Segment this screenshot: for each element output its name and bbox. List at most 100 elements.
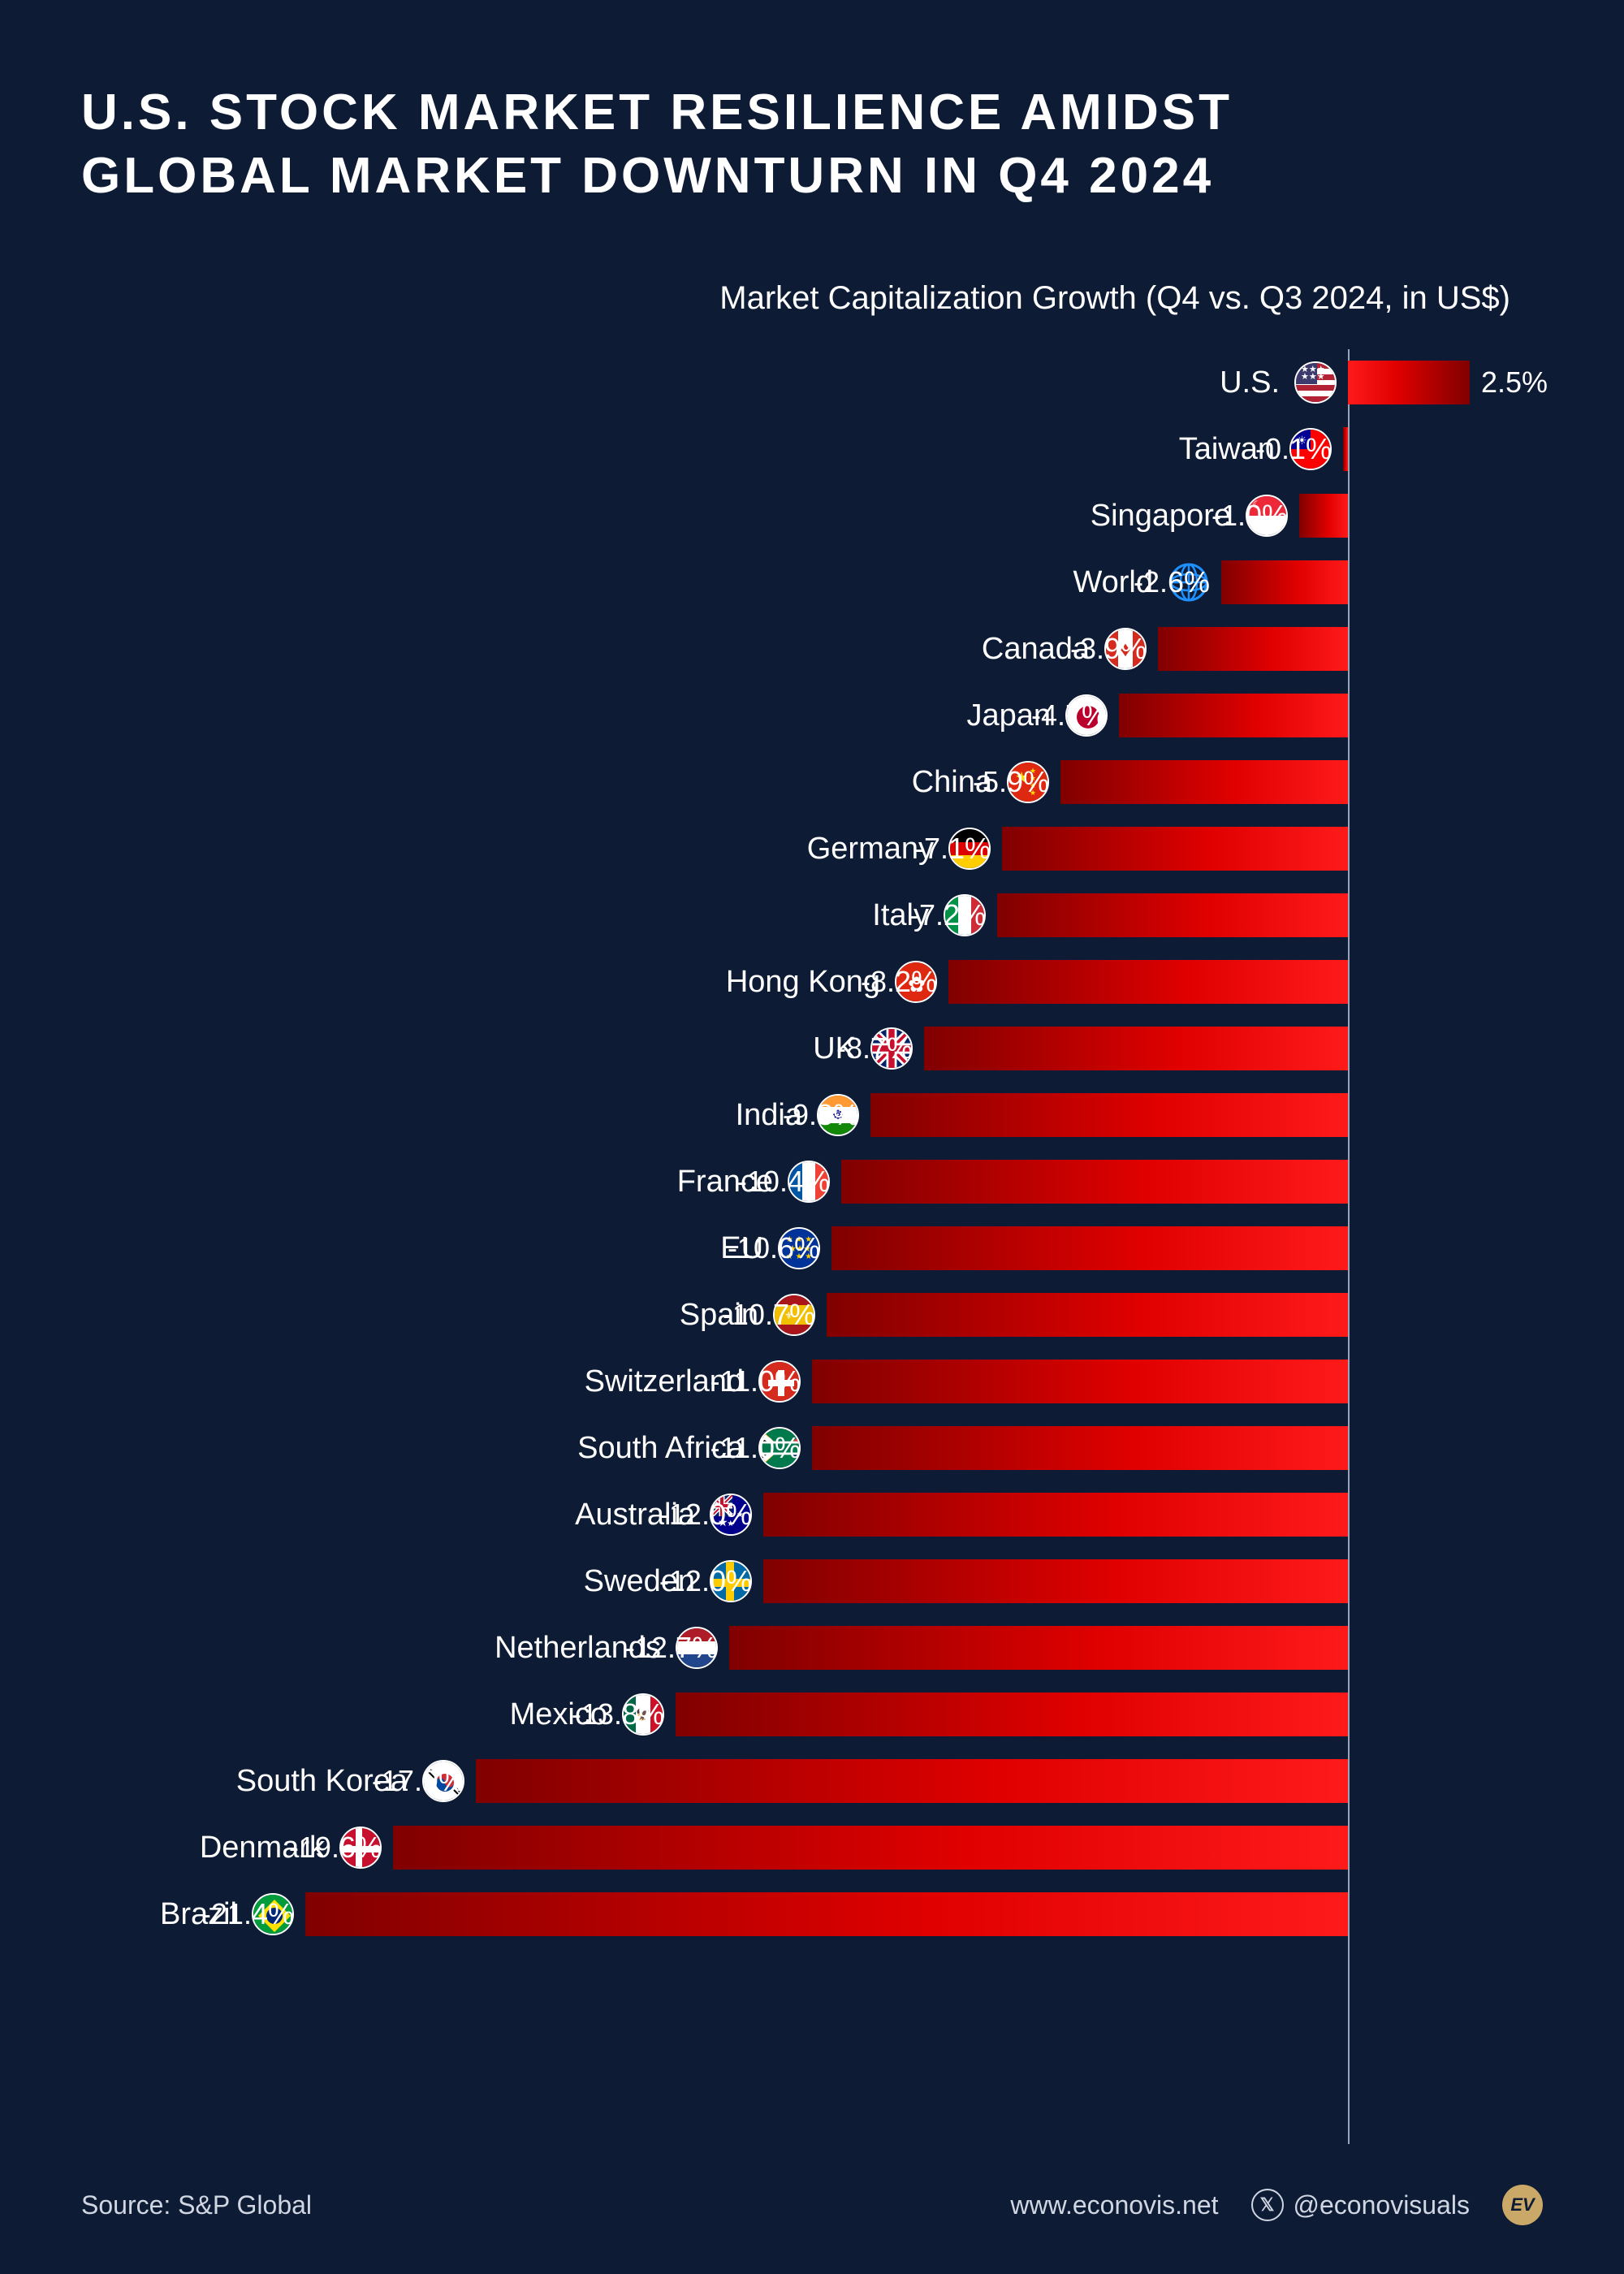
chart-row: India☸-9.8% (130, 1082, 1543, 1148)
bar-area: -8.7% (130, 1015, 1543, 1082)
value-label: -0.1% (1255, 432, 1332, 466)
bar-area: 2.5% (130, 349, 1543, 416)
chart-row: China★★★★★-5.9% (130, 749, 1543, 815)
value-label: -10.6% (728, 1231, 820, 1265)
chart-row: Switzerland-11.0% (130, 1348, 1543, 1415)
bar (1343, 427, 1348, 471)
source-label: Source: S&P Global (81, 2190, 312, 2220)
bar-area: -3.9% (130, 616, 1543, 682)
chart-subtitle: Market Capitalization Growth (Q4 vs. Q3 … (81, 280, 1543, 317)
value-label: -11.0% (710, 1364, 801, 1399)
bar (948, 960, 1348, 1004)
bar (1348, 361, 1470, 404)
chart-row: Hong Kong✿-8.2% (130, 949, 1543, 1015)
value-label: -5.9% (973, 765, 1049, 799)
bar-area: -2.6% (130, 549, 1543, 616)
bar (393, 1826, 1348, 1870)
bar-area: -11.0% (130, 1415, 1543, 1481)
bar-area: -10.7% (130, 1282, 1543, 1348)
bar-area: -8.2% (130, 949, 1543, 1015)
chart-row: South Korea-17.9% (130, 1748, 1543, 1814)
chart-row: World-2.6% (130, 549, 1543, 616)
bar-area: -21.4% (130, 1881, 1543, 1948)
chart-row: South Africa-11.0% (130, 1415, 1543, 1481)
bar (1119, 694, 1348, 737)
bar (924, 1027, 1348, 1070)
bar-area: -10.4% (130, 1148, 1543, 1215)
value-label: -11.0% (710, 1431, 801, 1465)
bar (676, 1693, 1348, 1736)
chart-row: Mexico🦅-13.8% (130, 1681, 1543, 1748)
value-label: -12.0% (659, 1498, 752, 1532)
bar (812, 1426, 1348, 1470)
bar (841, 1160, 1348, 1204)
footer: Source: S&P Global www.econovis.net 𝕏 @e… (81, 2144, 1543, 2225)
bar-area: -17.9% (130, 1748, 1543, 1814)
chart-row: Netherlands-12.7% (130, 1615, 1543, 1681)
value-label: -7.1% (914, 832, 991, 866)
bar (305, 1892, 1348, 1936)
chart-row: Sweden-12.0% (130, 1548, 1543, 1615)
value-label: -8.7% (836, 1031, 913, 1066)
bar-chart: U.S.★★★★★★2.5%Taiwan☀-0.1%Singapore☾-1.0… (130, 349, 1543, 2144)
bar (812, 1360, 1348, 1403)
bar-area: -9.8% (130, 1082, 1543, 1148)
bar-area: -7.1% (130, 815, 1543, 882)
bar-area: -12.7% (130, 1615, 1543, 1681)
chart-row: UK-8.7% (130, 1015, 1543, 1082)
bar-area: -7.2% (130, 882, 1543, 949)
chart-row: U.S.★★★★★★2.5% (130, 349, 1543, 416)
value-label: -10.4% (737, 1165, 830, 1199)
chart-row: Italy-7.2% (130, 882, 1543, 949)
bar (997, 893, 1348, 937)
value-label: -19.6% (289, 1831, 382, 1865)
brand-badge-icon: EV (1502, 2185, 1543, 2225)
chart-row: Brazil-21.4% (130, 1881, 1543, 1948)
bar (1221, 560, 1348, 604)
chart-row: Denmark-19.6% (130, 1814, 1543, 1881)
chart-row: Canada♦-3.9% (130, 616, 1543, 682)
bar-area: -10.6% (130, 1215, 1543, 1282)
chart-row: Spain⚜-10.7% (130, 1282, 1543, 1348)
value-label: -7.2% (909, 898, 986, 932)
value-label: -12.0% (659, 1564, 752, 1598)
bar (763, 1559, 1348, 1603)
bar-area: -13.8% (130, 1681, 1543, 1748)
x-icon: 𝕏 (1251, 2189, 1284, 2221)
chart-row: France-10.4% (130, 1148, 1543, 1215)
title-line-2: GLOBAL MARKET DOWNTURN IN Q4 2024 (81, 148, 1214, 204)
title-line-1: U.S. STOCK MARKET RESILIENCE AMIDST (81, 84, 1233, 141)
bar (763, 1493, 1348, 1537)
bar (870, 1093, 1348, 1137)
chart-row: Taiwan☀-0.1% (130, 416, 1543, 482)
website-label: www.econovis.net (1010, 2190, 1218, 2220)
chart-title: U.S. STOCK MARKET RESILIENCE AMIDST GLOB… (81, 81, 1543, 207)
chart-row: Australia★★ ★★★-12.0% (130, 1481, 1543, 1548)
bar-area: -0.1% (130, 416, 1543, 482)
bar-area: -5.9% (130, 749, 1543, 815)
value-label: -9.8% (783, 1098, 859, 1132)
value-label: -13.8% (572, 1697, 664, 1731)
value-label: -17.9% (372, 1764, 464, 1798)
chart-row: Japan-4.7% (130, 682, 1543, 749)
bar-area: -12.0% (130, 1548, 1543, 1615)
value-label: -12.7% (625, 1631, 718, 1665)
handle-label: @econovisuals (1294, 2190, 1470, 2220)
value-label: -21.4% (201, 1897, 294, 1931)
bar-area: -1.0% (130, 482, 1543, 549)
bar (1002, 827, 1348, 871)
chart-row: Germany-7.1% (130, 815, 1543, 882)
value-label: -2.6% (1134, 565, 1210, 599)
value-label: -4.7% (1031, 698, 1108, 733)
value-label: -1.0% (1212, 499, 1288, 533)
bar (831, 1226, 1348, 1270)
bar (1158, 627, 1348, 671)
bar (476, 1759, 1348, 1803)
bar-area: -12.0% (130, 1481, 1543, 1548)
value-label: -3.9% (1070, 632, 1147, 666)
bar-area: -19.6% (130, 1814, 1543, 1881)
bar (729, 1626, 1348, 1670)
value-label: -8.2% (861, 965, 937, 999)
bar (1299, 494, 1348, 538)
value-label: 2.5% (1481, 365, 1548, 400)
